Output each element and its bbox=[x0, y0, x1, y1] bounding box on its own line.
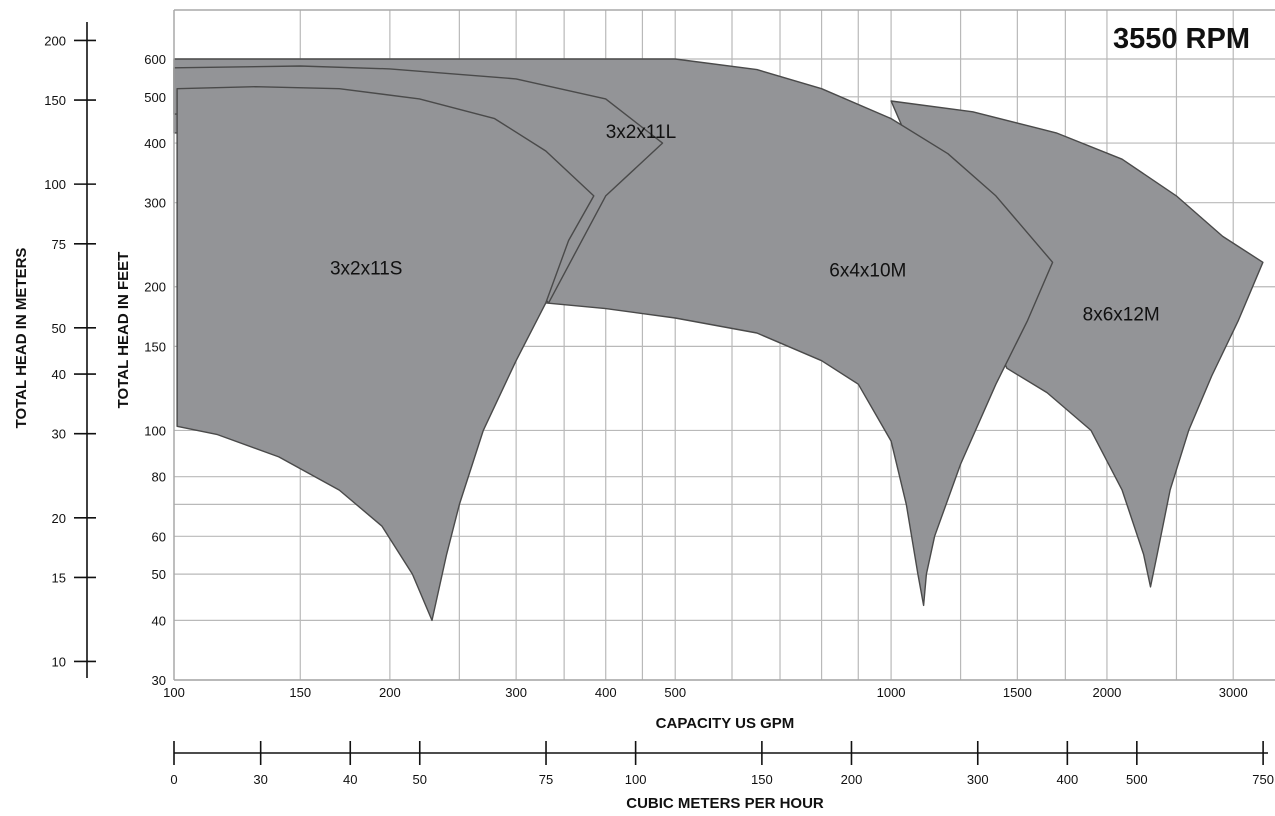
cmh-tick-label: 200 bbox=[841, 772, 863, 787]
label-6x4x10m: 6x4x10M bbox=[829, 261, 906, 282]
x-tick-labels: 100 150 200 300 400 500 1000 1500 2000 3000 bbox=[163, 685, 1248, 700]
x-tick-label: 400 bbox=[595, 685, 617, 700]
x-tick-label: 300 bbox=[505, 685, 527, 700]
cmh-tick-label: 50 bbox=[413, 772, 427, 787]
cmh-tick-label: 500 bbox=[1126, 772, 1148, 787]
y-tick-label: 150 bbox=[144, 339, 166, 354]
plot-frame bbox=[173, 9, 1275, 681]
y-tick-label: 30 bbox=[152, 673, 166, 688]
y-tick-labels: 30 40 50 60 80 100 150 200 300 400 500 600 bbox=[144, 52, 166, 688]
meters-tick-label: 100 bbox=[44, 177, 66, 192]
cmh-tick-label: 0 bbox=[170, 772, 177, 787]
y-tick-label: 500 bbox=[144, 90, 166, 105]
pump-regions bbox=[173, 58, 1264, 622]
cmh-tick-label: 750 bbox=[1252, 772, 1274, 787]
label-8x6x12m: 8x6x12M bbox=[1083, 304, 1160, 325]
meters-tick-label: 40 bbox=[52, 367, 66, 382]
y-tick-label: 60 bbox=[152, 529, 166, 544]
y-tick-label: 80 bbox=[152, 470, 166, 485]
cmh-tick-label: 400 bbox=[1056, 772, 1078, 787]
region-3x2x11s bbox=[176, 85, 595, 622]
y-tick-label: 300 bbox=[144, 196, 166, 211]
meters-tick-label: 50 bbox=[52, 321, 66, 336]
cubic-meters-axis: 0 30 40 50 75 100 150 200 300 400 500 750 bbox=[170, 741, 1274, 787]
meters-tick-label: 75 bbox=[52, 237, 66, 252]
x-tick-label: 150 bbox=[289, 685, 311, 700]
meters-axis-title: TOTAL HEAD IN METERS bbox=[13, 248, 30, 429]
x-tick-label: 3000 bbox=[1219, 685, 1248, 700]
cmh-tick-label: 150 bbox=[751, 772, 773, 787]
meters-tick-label: 30 bbox=[52, 427, 66, 442]
y-axis-title: TOTAL HEAD IN FEET bbox=[115, 252, 132, 409]
x-tick-label: 100 bbox=[163, 685, 185, 700]
y-tick-label: 40 bbox=[152, 613, 166, 628]
meters-tick-label: 200 bbox=[44, 33, 66, 48]
cmh-tick-label: 30 bbox=[253, 772, 267, 787]
x-tick-label: 200 bbox=[379, 685, 401, 700]
y-tick-label: 50 bbox=[152, 567, 166, 582]
y-tick-label: 400 bbox=[144, 136, 166, 151]
x-tick-label: 500 bbox=[664, 685, 686, 700]
x-tick-label: 1500 bbox=[1003, 685, 1032, 700]
meters-tick-label: 10 bbox=[52, 654, 66, 669]
x-tick-label: 2000 bbox=[1092, 685, 1121, 700]
chart-title: 3550 RPM bbox=[1113, 23, 1250, 55]
meters-axis: 10 15 20 30 40 50 75 100 150 200 bbox=[44, 22, 96, 678]
cmh-tick-label: 75 bbox=[539, 772, 553, 787]
y-tick-label: 600 bbox=[144, 52, 166, 67]
cmh-tick-label: 100 bbox=[625, 772, 647, 787]
x-axis-title: CAPACITY US GPM bbox=[656, 715, 795, 732]
meters-tick-label: 20 bbox=[52, 511, 66, 526]
cmh-axis-title: CUBIC METERS PER HOUR bbox=[626, 795, 824, 812]
label-3x2x11l: 3x2x11L bbox=[606, 122, 676, 143]
meters-tick-label: 15 bbox=[52, 570, 66, 585]
cmh-tick-label: 300 bbox=[967, 772, 989, 787]
y-tick-label: 200 bbox=[144, 280, 166, 295]
region-labels: 8x6x12M 6x4x10M 3x2x11L 3x2x11S bbox=[330, 122, 1160, 325]
x-tick-label: 1000 bbox=[877, 685, 906, 700]
y-tick-label: 100 bbox=[144, 423, 166, 438]
meters-tick-label: 150 bbox=[44, 93, 66, 108]
label-3x2x11s: 3x2x11S bbox=[330, 259, 403, 280]
cmh-tick-label: 40 bbox=[343, 772, 357, 787]
